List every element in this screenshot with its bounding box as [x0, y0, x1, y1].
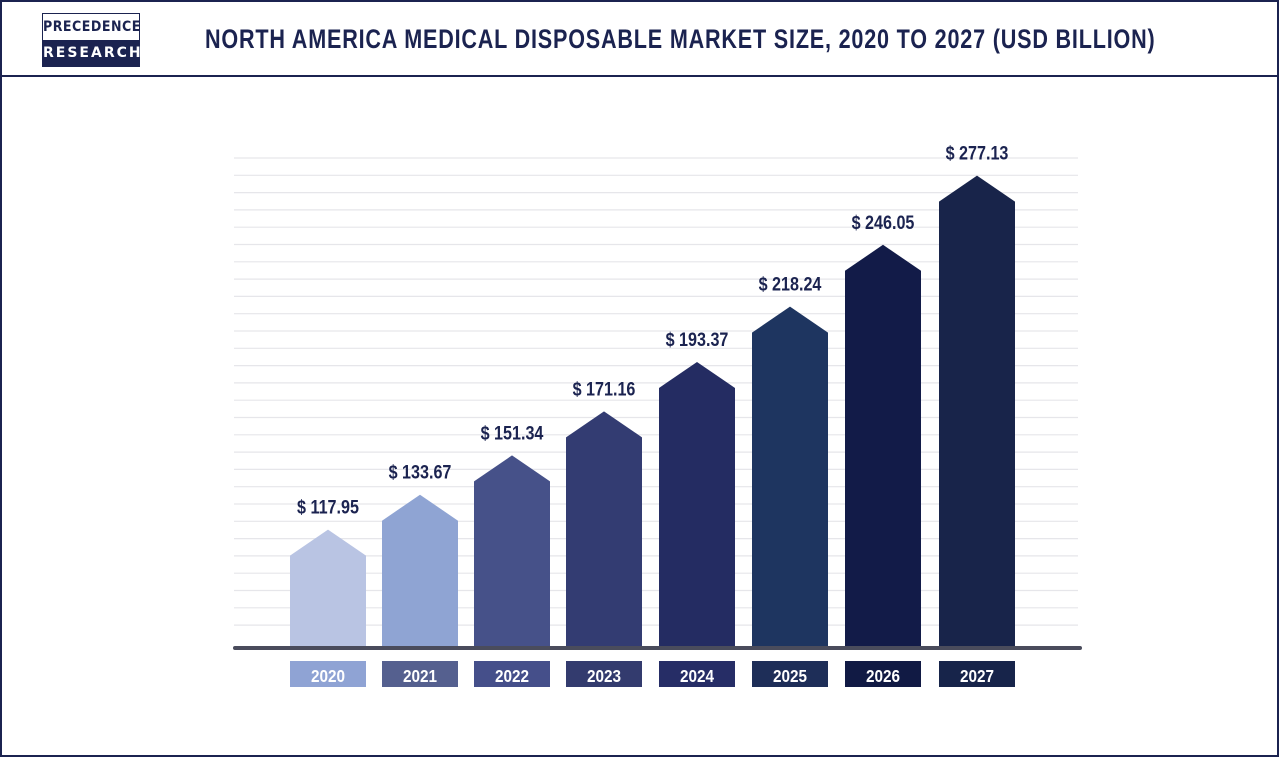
bar-2021	[382, 494, 458, 646]
category-label-box	[659, 661, 735, 687]
data-label: $ 171.16	[573, 378, 636, 400]
x-tick-label: 2024	[680, 666, 715, 686]
bar-2020	[290, 529, 366, 646]
category-label-box	[845, 661, 921, 687]
bar-2024	[659, 361, 735, 646]
x-tick-label: 2027	[960, 666, 994, 686]
bar-2023	[566, 411, 642, 646]
x-tick-label: 2026	[866, 666, 900, 686]
x-tick-label: 2023	[587, 666, 621, 686]
logo-bottom: RESEARCH	[43, 40, 141, 66]
bar-2022	[474, 455, 550, 646]
x-tick-label: 2025	[773, 666, 807, 686]
category-label-box	[290, 661, 366, 687]
category-label-box	[382, 661, 458, 687]
data-label: $ 277.13	[946, 142, 1009, 164]
chart-title: NORTH AMERICA MEDICAL DISPOSABLE MARKET …	[205, 24, 1156, 54]
bar-2027	[939, 175, 1015, 646]
data-label: $ 193.37	[666, 329, 729, 351]
header: PRECEDENCE RESEARCH NORTH AMERICA MEDICA…	[2, 2, 1277, 77]
bar-2026	[845, 244, 921, 647]
x-tick-label: 2021	[403, 666, 437, 686]
x-tick-label: 2020	[311, 666, 345, 686]
bar-2025	[752, 306, 828, 646]
logo-top: PRECEDENCE	[43, 14, 140, 40]
precedence-research-logo: PRECEDENCE RESEARCH	[42, 13, 141, 67]
x-tick-label: 2022	[495, 666, 529, 686]
data-label: $ 117.95	[297, 496, 359, 518]
category-label-box	[752, 661, 828, 687]
data-label: $ 151.34	[481, 422, 544, 444]
data-label: $ 218.24	[759, 273, 822, 295]
category-label-box	[939, 661, 1015, 687]
data-label: $ 133.67	[389, 461, 452, 483]
category-label-box	[566, 661, 642, 687]
category-label-box	[474, 661, 550, 687]
data-label: $ 246.05	[852, 212, 915, 234]
